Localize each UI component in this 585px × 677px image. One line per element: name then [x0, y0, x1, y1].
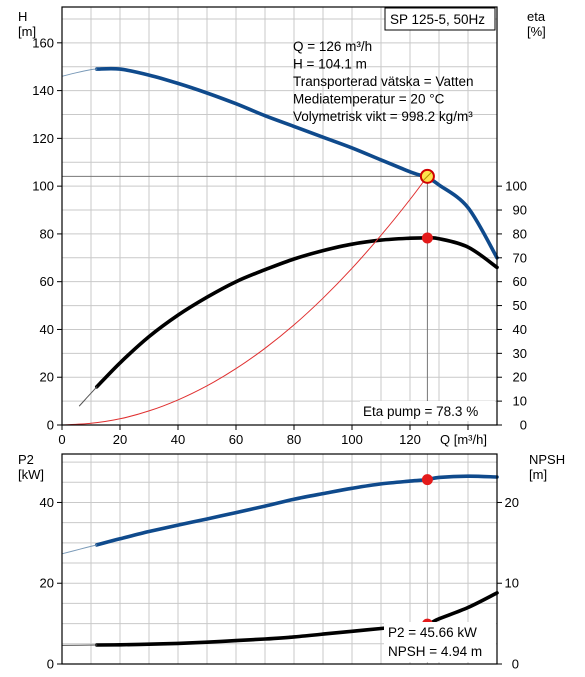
p2-curve-extension-line	[61, 544, 98, 555]
p2-npsh-annotation-line: P2 = 45.66 kW	[388, 625, 477, 640]
h-tick-label: 100	[32, 179, 54, 194]
p2-tick-label: 40	[40, 495, 54, 510]
q-axis-label-bg	[438, 430, 500, 448]
q-tick-label: 100	[341, 432, 363, 447]
npsh-tick-label: 10	[505, 576, 519, 591]
eta-tick-label: 50	[513, 298, 527, 313]
h-tick-label: 0	[47, 418, 54, 433]
eta-tick-label: 40	[513, 322, 527, 337]
info-line: Transporterad vätska = Vatten	[293, 74, 473, 89]
q-tick-label: 80	[287, 432, 301, 447]
eta-tick-label: 10	[513, 394, 527, 409]
eta-point-marker	[421, 232, 433, 244]
q-tick-label: 0	[58, 432, 65, 447]
h-tick-label: 120	[32, 131, 54, 146]
h-tick-label: 140	[32, 83, 54, 98]
frames	[61, 6, 498, 665]
top-series	[61, 66, 499, 426]
eta-axis-label: [%]	[527, 24, 546, 39]
info-line: Q = 126 m³/h	[293, 39, 372, 54]
eta-tick-label: 20	[513, 370, 527, 385]
q-tick-label: 60	[229, 432, 243, 447]
h-curve-extension-line	[61, 68, 98, 77]
h-tick-label: 160	[32, 35, 54, 50]
h-tick-label: 60	[40, 274, 54, 289]
eta-tick-label: 70	[513, 250, 527, 265]
info-line: Volymetrisk vikt = 998.2 kg/m³	[293, 109, 473, 124]
p2-npsh-annotation-line: NPSH = 4.94 m	[388, 644, 482, 659]
q-tick-label: 120	[399, 432, 421, 447]
labels: H[m]eta[%]P2[kW]NPSH[m]Q [m³/h]SP 125-5,…	[18, 7, 565, 662]
info-line: Mediatemperatur = 20 °C	[293, 92, 445, 107]
eta-tick-label: 60	[513, 274, 527, 289]
q-axis-label: Q [m³/h]	[440, 432, 487, 447]
h-tick-label: 40	[40, 322, 54, 337]
info-line: H = 104.1 m	[293, 57, 367, 72]
eta-tick-label: 0	[520, 418, 527, 433]
h-tick-label: 80	[40, 226, 54, 241]
bottom-ticks: 0 20 40 0 10 20	[40, 495, 519, 672]
npsh-tick-label: 0	[512, 657, 519, 672]
title-box	[384, 7, 496, 31]
npsh-axis-label: NPSH	[529, 452, 565, 467]
eta-tick-label: 80	[513, 226, 527, 241]
eta-axis-label: eta	[527, 9, 546, 24]
chart-title: SP 125-5, 50Hz	[390, 12, 485, 27]
bottom-plot-frame	[61, 453, 498, 665]
h-tick-label: 20	[40, 370, 54, 385]
npsh-axis-label: [m]	[529, 467, 547, 482]
eta-tick-label: 90	[513, 203, 527, 218]
q-tick-label: 40	[171, 432, 185, 447]
top-plot-frame	[61, 6, 498, 426]
eta-tick-label: 30	[513, 346, 527, 361]
q-tick-label: 20	[113, 432, 127, 447]
h-axis-label: H	[18, 9, 27, 24]
p2-tick-label: 20	[40, 576, 54, 591]
eta-tick-label: 100	[505, 179, 527, 194]
operating-point-mark-inner	[423, 171, 432, 181]
eta-curve-extension-line	[78, 386, 98, 407]
p2-point-marker	[421, 474, 433, 486]
system-curve-line	[61, 175, 428, 426]
h-axis-label: [m]	[18, 24, 36, 39]
p2-npsh-annotation-bg	[384, 622, 496, 662]
eta-annotation-bg	[360, 401, 495, 421]
p2-tick-label: 0	[47, 657, 54, 672]
eta-pump-annotation: Eta pump = 78.3 %	[363, 404, 478, 419]
p2-axis-label: [kW]	[18, 467, 44, 482]
p2-axis-label: P2	[18, 452, 34, 467]
npsh-tick-label: 20	[505, 495, 519, 510]
